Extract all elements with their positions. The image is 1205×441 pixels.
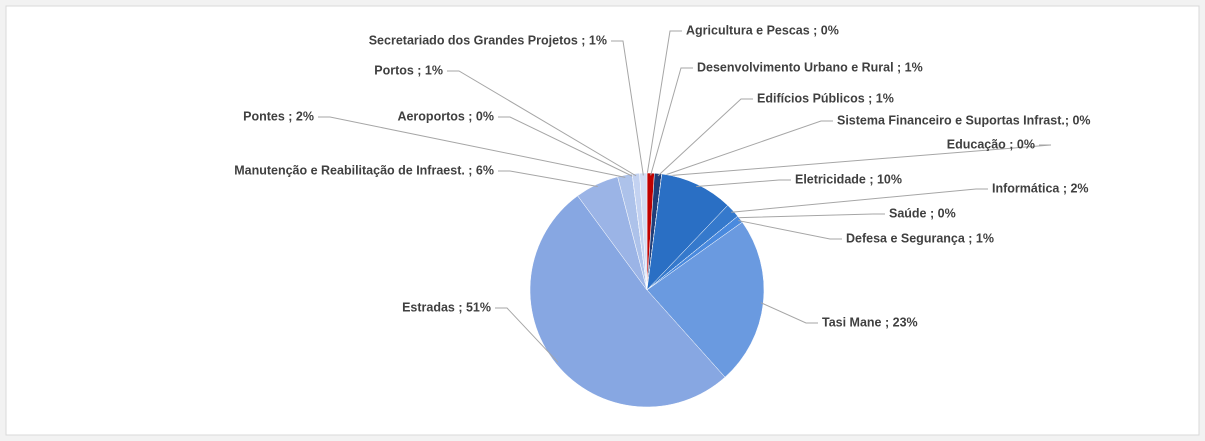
leader-line xyxy=(318,116,626,178)
leader-line xyxy=(498,170,598,187)
data-label: Secretariado dos Grandes Projetos ; 1% xyxy=(369,33,607,47)
data-label: Eletricidade ; 10% xyxy=(795,172,902,186)
leader-line xyxy=(696,179,791,187)
data-label: Pontes ; 2% xyxy=(243,109,314,123)
leader-line xyxy=(661,120,833,177)
data-label: Saúde ; 0% xyxy=(889,206,956,220)
leader-line xyxy=(661,144,1052,177)
leader-line xyxy=(735,213,885,219)
data-label: Defesa e Segurança ; 1% xyxy=(846,231,994,245)
data-label: Informática ; 2% xyxy=(992,181,1089,195)
data-label: Agricultura e Pescas ; 0% xyxy=(686,23,839,37)
leader-line xyxy=(738,220,842,240)
data-label: Edifícios Públicos ; 1% xyxy=(757,91,894,105)
data-label: Desenvolvimento Urbano e Rural ; 1% xyxy=(697,60,923,74)
pie-slice xyxy=(646,221,765,378)
data-label: Estradas ; 51% xyxy=(402,300,491,314)
leader-line xyxy=(760,302,818,324)
pie-slice xyxy=(646,173,729,291)
data-label: Sistema Financeiro e Suportas Infrast.; … xyxy=(837,113,1091,127)
leader-line xyxy=(498,116,633,177)
data-label: Portos ; 1% xyxy=(374,63,443,77)
leader-line xyxy=(495,307,559,363)
data-label: Tasi Mane ; 23% xyxy=(822,315,918,329)
data-label: Aeroportos ; 0% xyxy=(397,109,494,123)
leader-line xyxy=(650,67,693,176)
leader-line xyxy=(657,98,753,177)
leader-line xyxy=(611,40,644,176)
leader-line xyxy=(731,188,988,213)
data-label: Manutenção e Reabilitação de Infraest. ;… xyxy=(234,163,494,177)
data-label: Educação ; 0% xyxy=(947,137,1035,151)
leader-line xyxy=(447,70,637,177)
leader-line xyxy=(646,30,682,176)
pie-slice xyxy=(529,195,726,408)
